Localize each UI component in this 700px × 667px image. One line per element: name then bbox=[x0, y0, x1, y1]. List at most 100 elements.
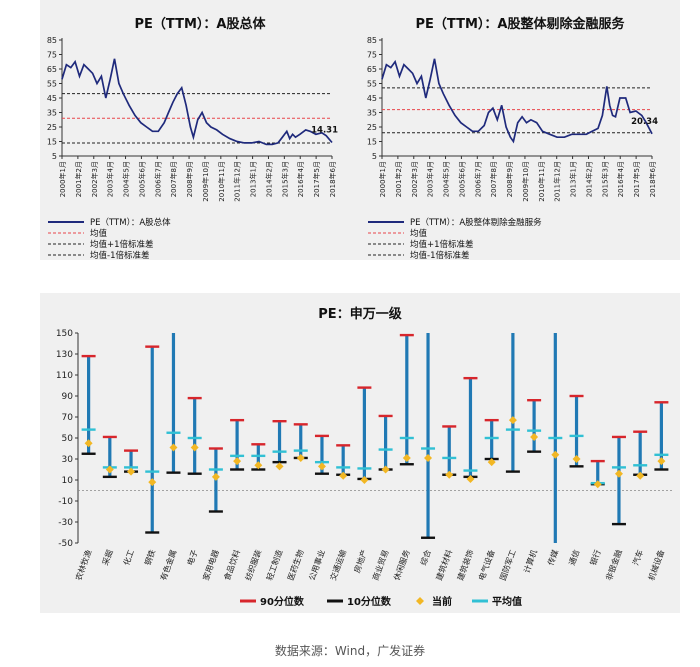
category-label: 房地产 bbox=[352, 548, 370, 574]
x-tick-label: 2010年11月 bbox=[217, 161, 226, 202]
current-mark bbox=[487, 458, 496, 467]
category-label: 医药生物 bbox=[285, 548, 305, 581]
category-label: 有色金属 bbox=[158, 548, 178, 581]
y-tick-label: 5 bbox=[52, 152, 57, 161]
y-tick-label: 150 bbox=[56, 329, 73, 339]
current-mark bbox=[84, 439, 93, 448]
x-tick-label: 2013年1月 bbox=[249, 161, 258, 197]
x-tick-label: 2017年5月 bbox=[632, 161, 641, 197]
current-mark bbox=[105, 465, 114, 474]
current-mark bbox=[445, 470, 454, 479]
chart-pe-a-share-total: PE（TTM）：A股总体 5 15 25 35 45 55 65 75 85 2000年1月 2001… bbox=[40, 0, 360, 261]
x-tick-label: 2001年2月 bbox=[74, 161, 83, 197]
legend-label: 均值 bbox=[90, 228, 108, 239]
legend-label: 均值+1倍标准差 bbox=[410, 239, 474, 250]
x-tick-label: 2008年9月 bbox=[505, 161, 514, 197]
chart-3-svg: PE：申万一级 -50 -30 -10 10 30 50 70 90 110 130 150 农林牧渔采… bbox=[56, 306, 672, 608]
y-tick-label: -30 bbox=[58, 518, 73, 528]
x-tick-label: 2008年9月 bbox=[185, 161, 194, 197]
legend-swatch bbox=[416, 597, 424, 605]
current-mark bbox=[572, 455, 581, 463]
category-label: 交通运输 bbox=[328, 548, 348, 581]
current-mark bbox=[360, 476, 369, 484]
legend-label: 平均值 bbox=[492, 595, 522, 608]
category-label: 家用电器 bbox=[200, 548, 220, 581]
y-tick-label: 55 bbox=[47, 80, 57, 89]
current-mark bbox=[402, 453, 411, 462]
x-tick-label: 2017年5月 bbox=[312, 161, 321, 197]
x-tick-label: 2011年12月 bbox=[553, 161, 562, 202]
legend-label: 均值 bbox=[410, 228, 428, 239]
x-tick-label: 2000年1月 bbox=[378, 161, 387, 197]
y-tick-label: 50 bbox=[62, 434, 74, 444]
category-label: 采掘 bbox=[100, 548, 115, 566]
y-tick-label: 10 bbox=[62, 476, 74, 486]
legend-label: 10分位数 bbox=[347, 595, 392, 608]
chart-title: PE（TTM）：A股总体 bbox=[135, 16, 267, 32]
y-tick-label: 15 bbox=[47, 138, 57, 147]
category-label: 休闲服务 bbox=[391, 548, 411, 581]
category-label: 非银金融 bbox=[604, 548, 624, 581]
category-label: 机械设备 bbox=[646, 548, 666, 581]
legend-label: 均值-1倍标准差 bbox=[410, 250, 469, 260]
y-tick-label: 85 bbox=[367, 36, 377, 45]
x-tick-label: 2016年4月 bbox=[296, 161, 305, 197]
y-tick-label: 25 bbox=[367, 123, 377, 132]
x-tick-label: 2004年5月 bbox=[442, 161, 451, 197]
current-mark bbox=[148, 478, 157, 487]
end-value-label: 20.34 bbox=[631, 117, 658, 127]
current-mark bbox=[508, 416, 517, 425]
current-mark bbox=[254, 461, 263, 470]
y-tick-label: 35 bbox=[367, 109, 377, 118]
x-tick-label: 2011年12月 bbox=[233, 161, 242, 202]
category-label: 综合 bbox=[418, 548, 433, 566]
category-label: 商业贸易 bbox=[370, 548, 390, 581]
legend-label: 当前 bbox=[432, 595, 452, 608]
current-mark bbox=[424, 453, 433, 462]
x-tick-label: 2014年2月 bbox=[264, 161, 273, 197]
chart-title: PE（TTM）：A股整体剔除金融服务 bbox=[416, 16, 626, 32]
y-tick-label: -50 bbox=[58, 539, 73, 549]
x-tick-label: 2005年6月 bbox=[457, 161, 466, 197]
series-line bbox=[61, 58, 333, 146]
x-tick-label: 2000年1月 bbox=[58, 161, 67, 197]
y-tick-label: 30 bbox=[62, 455, 74, 465]
category-label: 电子 bbox=[185, 548, 200, 566]
category-label: 汽车 bbox=[630, 548, 645, 566]
current-mark bbox=[190, 443, 199, 452]
current-mark bbox=[466, 474, 475, 483]
legend-label: PE（TTM）：A股整体剔除金融服务 bbox=[410, 217, 542, 228]
x-tick-label: 2004年5月 bbox=[122, 161, 131, 197]
category-label: 建筑装饰 bbox=[455, 548, 475, 581]
category-label: 银行 bbox=[588, 548, 603, 566]
current-mark bbox=[614, 469, 623, 478]
category-label: 轻工制造 bbox=[264, 548, 284, 581]
chart-2-svg: PE（TTM）：A股整体剔除金融服务 5 15 25 35 45 55 65 75 85 2000年… bbox=[367, 16, 658, 261]
y-tick-label: 110 bbox=[56, 371, 73, 381]
x-tick-label: 2007年8月 bbox=[169, 161, 178, 197]
y-tick-label: 45 bbox=[47, 94, 57, 103]
category-label: 农林牧渔 bbox=[73, 548, 93, 581]
x-tick-label: 2016年4月 bbox=[616, 161, 625, 197]
category-label: 纺织服装 bbox=[243, 548, 263, 581]
current-mark bbox=[233, 457, 242, 466]
x-tick-label: 2002年3月 bbox=[90, 161, 99, 197]
x-tick-label: 2005年6月 bbox=[137, 161, 146, 197]
x-tick-label: 2015年3月 bbox=[280, 161, 289, 197]
chart-pe-a-share-ex-financial: PE（TTM）：A股整体剔除金融服务 5 15 25 35 45 55 65 75 85 2000年… bbox=[360, 0, 680, 261]
y-tick-label: 65 bbox=[47, 65, 57, 74]
y-tick-label: 75 bbox=[367, 51, 377, 60]
y-tick-label: 5 bbox=[372, 152, 377, 161]
y-tick-label: 45 bbox=[367, 94, 377, 103]
category-label: 食品饮料 bbox=[222, 548, 242, 581]
current-mark bbox=[530, 432, 539, 441]
current-mark bbox=[381, 465, 390, 474]
x-tick-label: 2014年2月 bbox=[584, 161, 593, 197]
x-tick-label: 2018年6月 bbox=[328, 161, 337, 197]
current-mark bbox=[657, 457, 666, 466]
end-value-label: 14.31 bbox=[311, 126, 338, 136]
legend-label: 均值+1倍标准差 bbox=[90, 239, 154, 250]
x-tick-label: 2009年10月 bbox=[521, 161, 530, 202]
x-tick-label: 2001年2月 bbox=[394, 161, 403, 197]
y-tick-label: 25 bbox=[47, 123, 57, 132]
